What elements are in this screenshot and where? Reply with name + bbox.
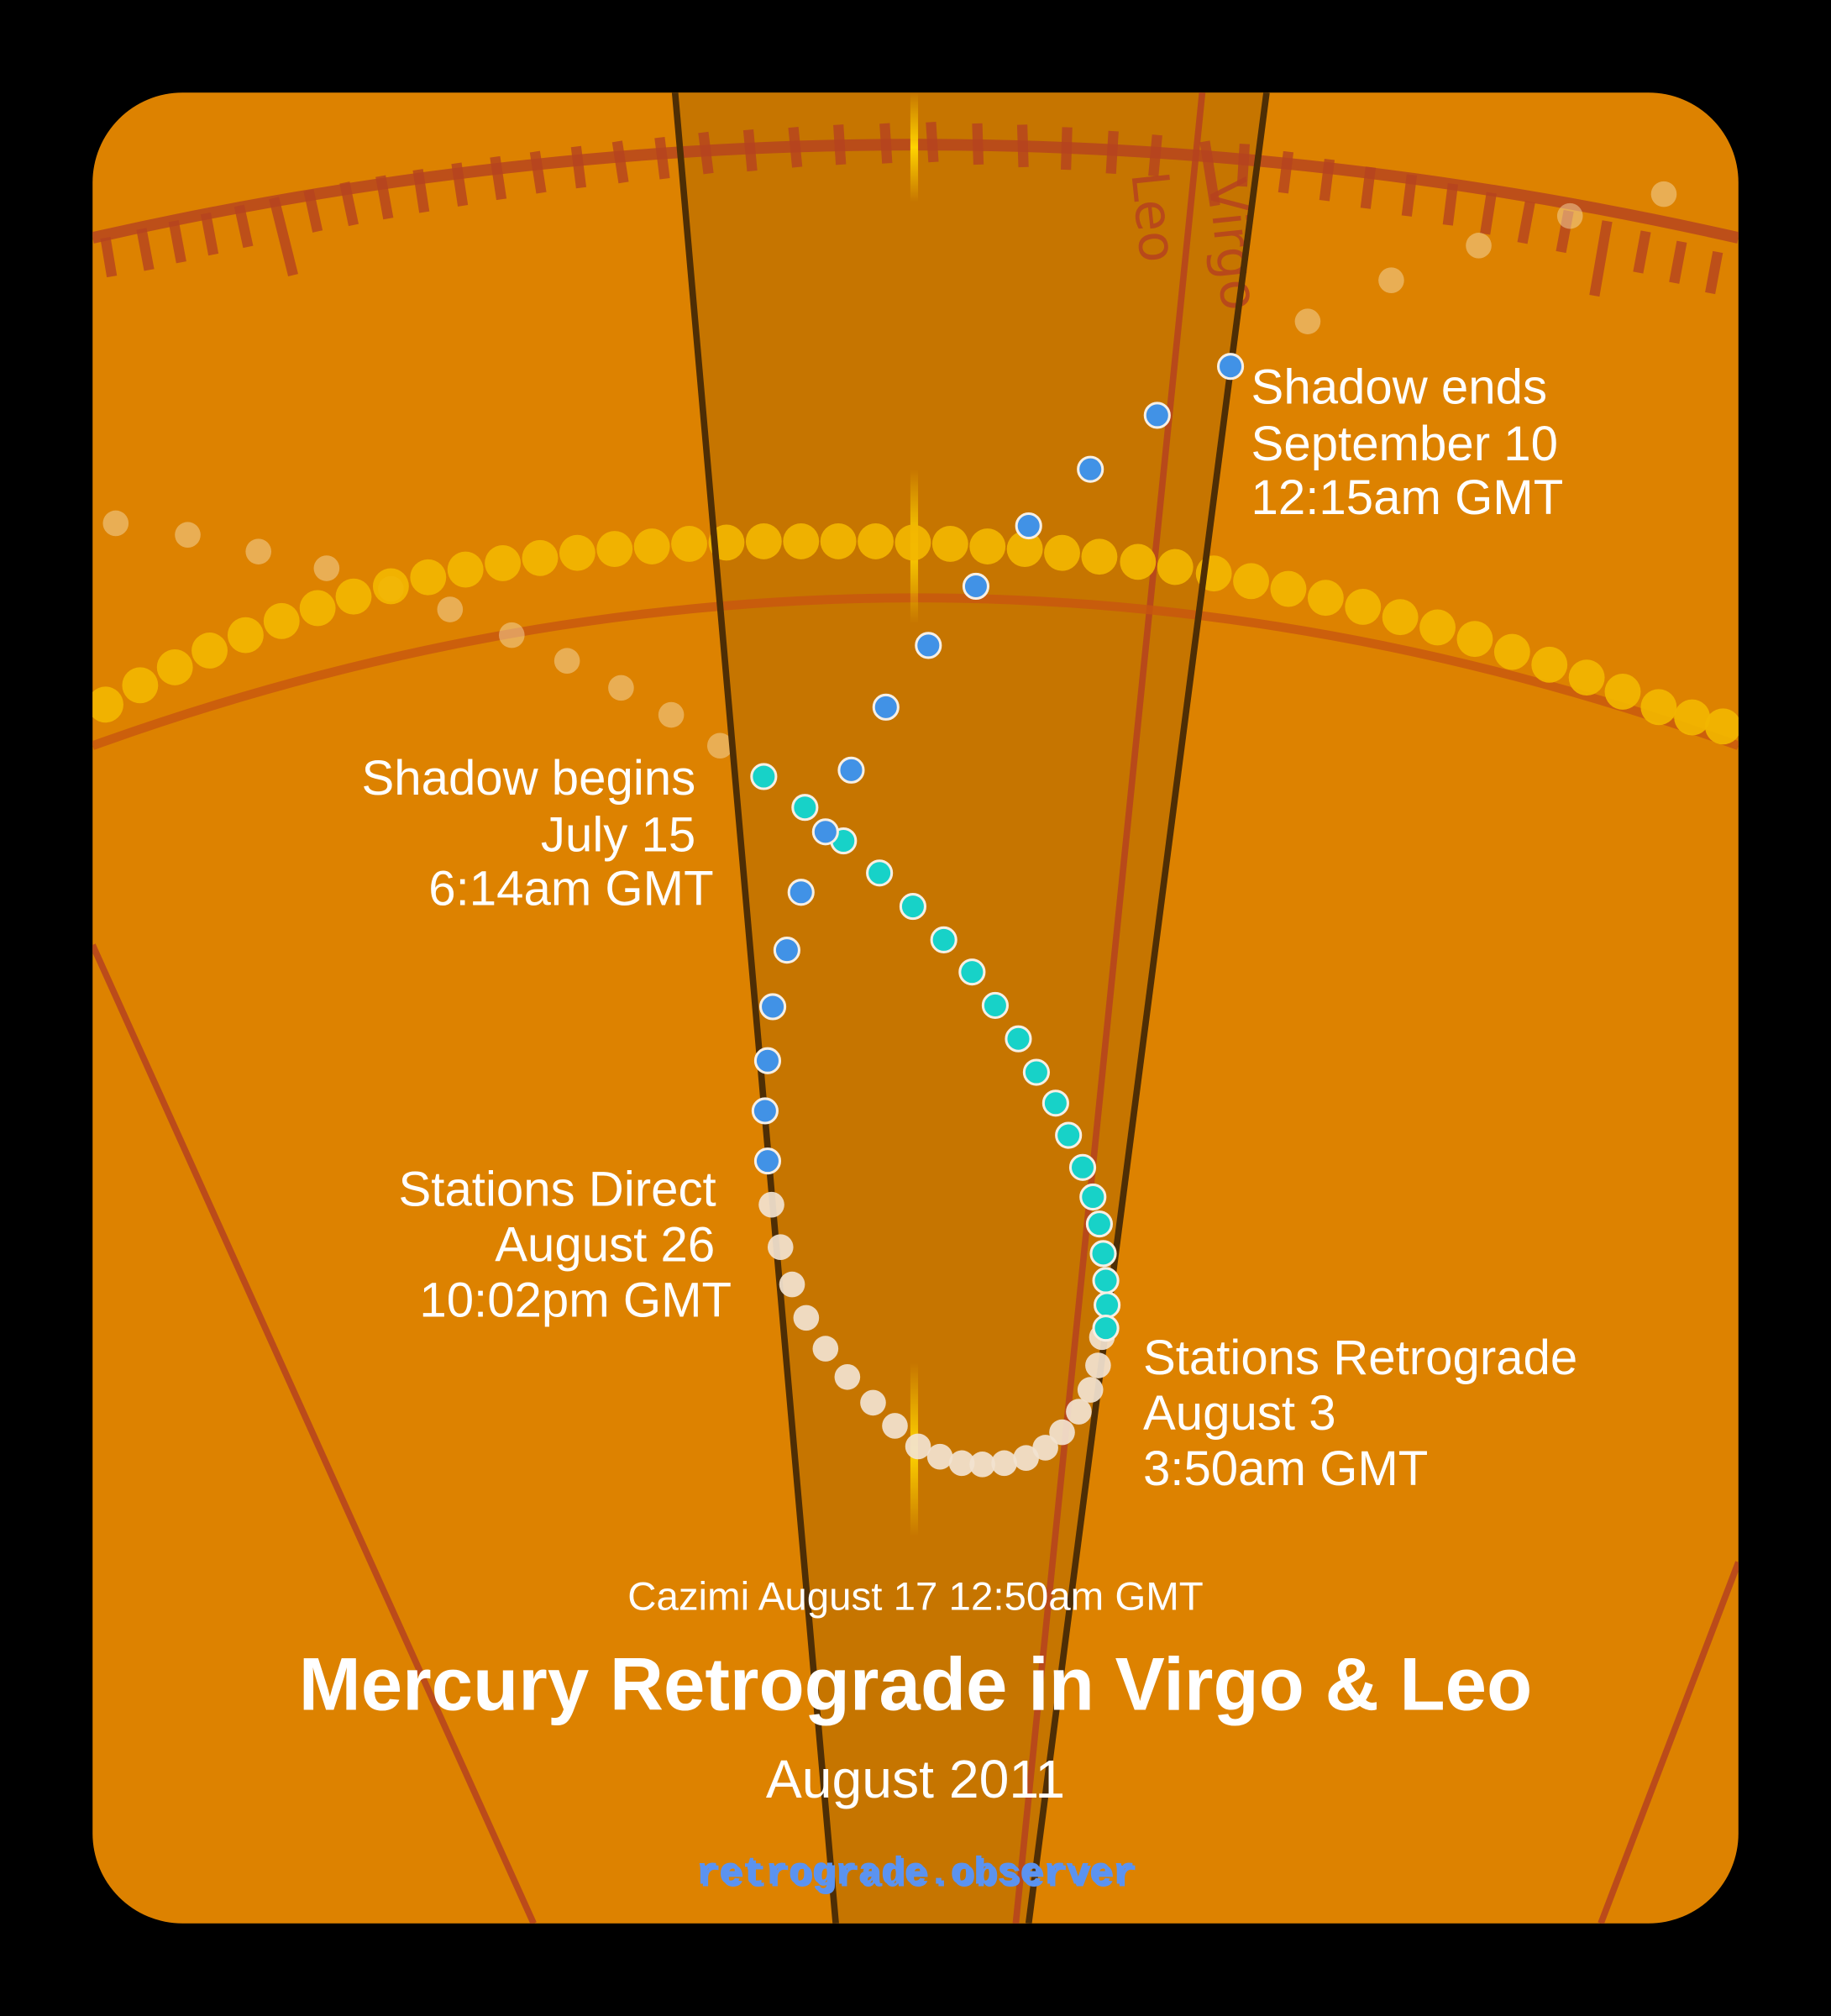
zodiac-dividers — [92, 92, 1739, 1924]
watermark: retrograde.observer — [695, 1851, 1135, 1895]
band-edge-right — [1025, 92, 1270, 1924]
label-shadow-begins: Shadow begins July 15 6:14am GMT — [361, 751, 713, 916]
zodiac-ticks — [100, 122, 1723, 297]
diagram-subtitle: August 2011 — [766, 1749, 1065, 1809]
shadow-begins-time: 6:14am GMT — [428, 862, 713, 916]
faint-planet-trail — [102, 181, 1677, 759]
shadow-ends-title: Shadow ends — [1251, 360, 1547, 415]
sign-label-virgo: Virgo — [1196, 175, 1269, 312]
stations-retrograde-title: Stations Retrograde — [1143, 1331, 1577, 1385]
post-retrograde-dots — [751, 353, 1245, 1175]
stations-direct-date: August 26 — [495, 1218, 715, 1273]
cazimi-note: Cazimi August 17 12:50am GMT — [627, 1574, 1204, 1619]
shadow-ends-date: September 10 — [1251, 417, 1558, 471]
label-stations-retrograde: Stations Retrograde August 3 3:50am GMT — [1143, 1331, 1577, 1496]
stations-retrograde-date: August 3 — [1143, 1386, 1336, 1441]
label-shadow-ends: Shadow ends September 10 12:15am GMT — [1251, 360, 1564, 526]
stations-direct-title: Stations Direct — [399, 1163, 716, 1217]
stations-retrograde-time: 3:50am GMT — [1143, 1441, 1428, 1496]
shadow-begins-title: Shadow begins — [361, 751, 695, 806]
sign-label-leo: Leo — [1119, 169, 1188, 265]
shadow-begins-date: July 15 — [541, 807, 695, 862]
band-edge-left — [671, 92, 839, 1924]
stations-direct-time: 10:02pm GMT — [419, 1273, 732, 1327]
retrograde-loop-dots — [758, 1191, 1115, 1478]
sun-path-dots — [92, 522, 1739, 745]
label-stations-direct: Stations Direct August 26 10:02pm GMT — [399, 1163, 732, 1328]
pre-retrograde-dots — [750, 763, 1121, 1342]
watermark-shadow: retrograde.observer — [698, 1854, 1137, 1898]
diagram-title: Mercury Retrograde in Virgo & Leo — [299, 1643, 1532, 1726]
shadow-ends-time: 12:15am GMT — [1251, 470, 1564, 525]
sun-glow-top — [910, 92, 919, 202]
